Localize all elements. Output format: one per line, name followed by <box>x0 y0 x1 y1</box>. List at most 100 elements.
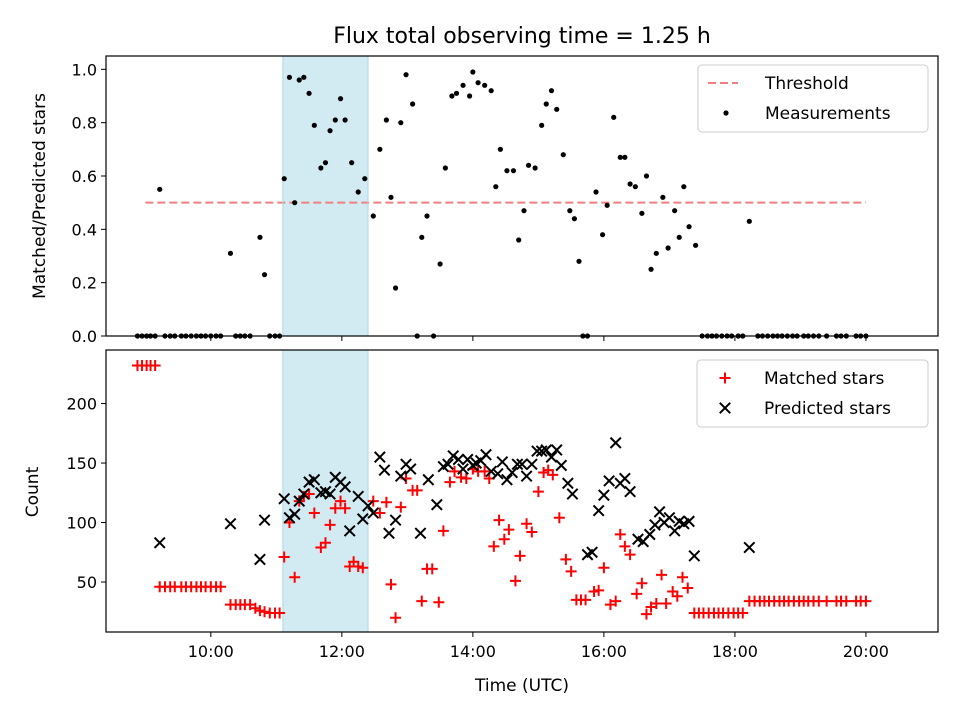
measurements-point <box>261 272 268 278</box>
predicted-stars-point <box>643 528 656 541</box>
measurements-point <box>301 74 307 80</box>
measurements-point <box>611 114 617 120</box>
predicted-stars-point <box>649 519 661 531</box>
legend-label: Predicted stars <box>764 399 891 419</box>
measurements-point <box>576 258 582 264</box>
measurements-point <box>681 184 687 190</box>
matched-stars-point <box>560 553 572 565</box>
matched-stars-point <box>357 562 369 574</box>
predicted-stars-point <box>308 473 321 486</box>
predicted-stars-point <box>394 470 407 483</box>
measurements-point <box>337 96 344 102</box>
measurements-point <box>593 189 599 195</box>
measurements-point <box>349 160 355 166</box>
measurements-point <box>567 208 573 214</box>
matched-stars-point <box>610 595 622 607</box>
count-y-axis-label: Count <box>23 466 43 517</box>
legend-swatch <box>719 372 731 384</box>
predicted-stars-point <box>555 459 568 472</box>
matched-stars-point <box>274 607 286 619</box>
measurements-point <box>504 168 510 174</box>
measurements-point <box>424 213 430 219</box>
matched-stars-point <box>479 465 491 477</box>
matched-stars-point <box>289 571 301 583</box>
predicted-stars-point <box>506 466 519 479</box>
predicted-stars-point <box>683 515 695 528</box>
matched-stars-point <box>631 588 643 600</box>
measurements-point <box>466 93 473 99</box>
measurements-point <box>227 250 234 256</box>
predicted-stars-point <box>496 455 509 468</box>
measurements-point <box>488 88 494 94</box>
measurements-point <box>392 285 399 291</box>
measurements-point <box>643 173 650 179</box>
predicted-stars-point <box>597 489 610 502</box>
measurements-point <box>604 202 610 208</box>
matched-stars-point <box>385 578 397 590</box>
predicted-stars-point <box>485 465 498 478</box>
measurements-point <box>746 218 752 224</box>
predicted-stars-point <box>297 488 310 500</box>
predicted-stars-point <box>288 508 301 521</box>
measurements-point <box>460 82 466 88</box>
predicted-stars-point <box>224 517 237 530</box>
matched-stars-point <box>329 502 341 514</box>
matched-stars-point <box>503 524 515 536</box>
measurements-point <box>493 184 499 190</box>
matched-stars-point <box>390 612 402 624</box>
measurements-point <box>475 80 481 86</box>
predicted-stars-point <box>356 513 369 525</box>
ratio-panel-frame <box>105 55 939 337</box>
measurements-point <box>322 160 329 166</box>
measurements-point <box>157 186 163 192</box>
measurements-point <box>355 189 361 195</box>
predicted-stars-point <box>480 448 492 461</box>
measurements-point <box>660 194 666 200</box>
measurements-point <box>453 90 460 96</box>
predicted-stars-point <box>624 485 637 498</box>
ratio-y-axis-label: Matched/Predicted stars <box>30 93 50 299</box>
measurements-point <box>686 224 692 230</box>
matched-stars-point <box>514 550 526 562</box>
matched-stars-point <box>532 486 544 498</box>
x-axis-label: Time (UTC) <box>474 676 569 696</box>
measurements-point <box>388 194 394 200</box>
predicted-stars-point <box>422 473 435 486</box>
predicted-stars-point <box>586 546 599 559</box>
predicted-stars-point <box>491 467 504 480</box>
matched-stars-point <box>395 501 407 513</box>
matched-stars-point <box>324 519 336 531</box>
measurements-point <box>383 117 389 123</box>
predicted-stars-point <box>516 458 528 471</box>
measurements-point <box>653 250 659 256</box>
measurements-point <box>632 184 638 190</box>
ratio-panel: 0.0 0.2 0.4 0.6 0.8 1.0 Matched/Predicted sta… <box>30 55 939 346</box>
matched-stars-point <box>426 563 438 575</box>
matched-stars-point <box>416 595 428 607</box>
measurements-point <box>286 74 293 80</box>
matched-stars-point <box>671 590 683 602</box>
matched-stars-point <box>339 502 351 514</box>
predicted-stars-point <box>688 549 701 562</box>
predicted-stars-point <box>663 511 676 524</box>
predicted-stars-point <box>561 477 574 490</box>
count-panel: 50 100 150 200 10:00 12:00 14:00 16:00 18:00 20:… <box>23 349 939 661</box>
x-tick-label: 20:00 <box>843 642 889 661</box>
predicted-stars-point <box>550 444 563 456</box>
matched-stars-point <box>840 595 852 607</box>
predicted-stars-point <box>653 505 666 518</box>
predicted-stars-point <box>592 504 605 517</box>
y-tick-label: 0.0 <box>72 327 97 346</box>
predicted-stars-point <box>324 488 336 500</box>
predicted-stars-point <box>442 458 454 471</box>
measurements-point <box>532 165 538 171</box>
measurements-point <box>257 234 263 240</box>
measurements-point <box>639 210 645 216</box>
predicted-stars-point <box>414 527 427 540</box>
matched-stars-point <box>149 359 161 371</box>
predicted-stars-point <box>520 470 533 483</box>
measurements-point <box>571 216 578 222</box>
matched-stars-point <box>319 537 331 549</box>
matched-stars-point <box>521 518 533 530</box>
measurements-point <box>554 106 560 112</box>
